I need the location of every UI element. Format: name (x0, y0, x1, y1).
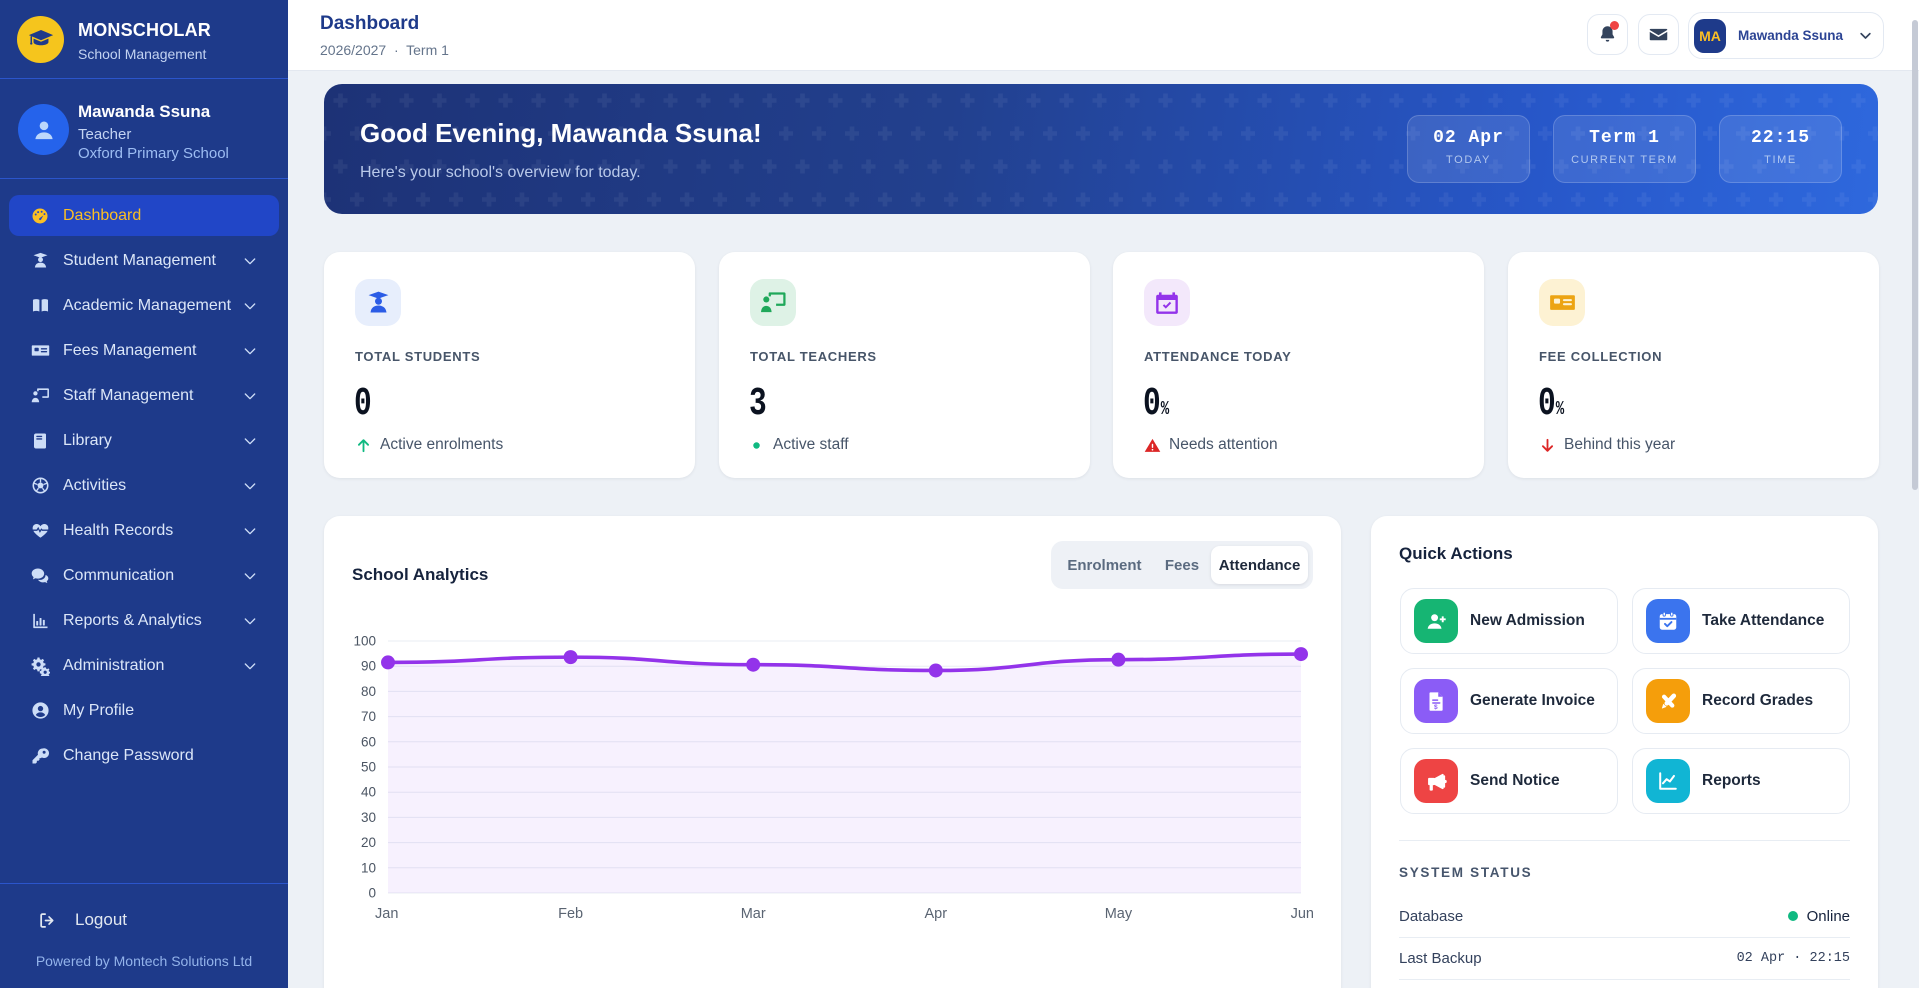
svg-text:20: 20 (361, 835, 376, 850)
svg-text:Jun: Jun (1291, 906, 1314, 922)
svg-text:100: 100 (353, 634, 376, 649)
svg-text:$: $ (1434, 703, 1438, 710)
svg-text:Mar: Mar (741, 906, 766, 922)
svg-text:May: May (1105, 906, 1133, 922)
svg-text:Feb: Feb (558, 906, 583, 922)
svg-text:Jan: Jan (375, 906, 398, 922)
svg-text:50: 50 (361, 760, 376, 775)
svg-text:70: 70 (361, 709, 376, 724)
svg-text:40: 40 (361, 785, 376, 800)
svg-text:Apr: Apr (925, 906, 948, 922)
svg-text:90: 90 (361, 659, 376, 674)
svg-text:60: 60 (361, 734, 376, 749)
svg-text:10: 10 (361, 860, 376, 875)
svg-text:80: 80 (361, 684, 376, 699)
svg-text:0: 0 (368, 886, 376, 901)
svg-text:30: 30 (361, 810, 376, 825)
